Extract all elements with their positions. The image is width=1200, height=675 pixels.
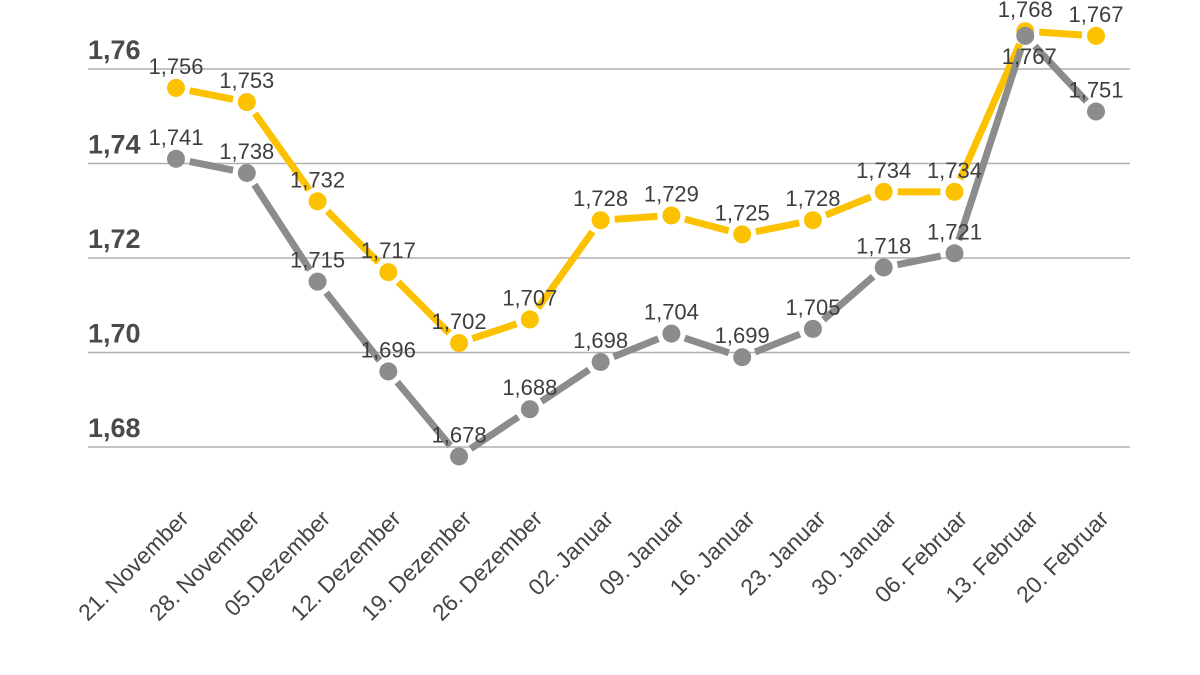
point-label: 1,705 <box>785 295 840 320</box>
series-gray-point <box>520 400 539 419</box>
series-yellow-segment <box>614 212 658 223</box>
point-label: 1,729 <box>644 181 699 206</box>
series-yellow-point <box>733 225 752 244</box>
point-label: 1,688 <box>502 375 557 400</box>
series-gray-point <box>803 319 822 338</box>
series-yellow-segment <box>395 279 452 336</box>
series-yellow-point <box>591 211 610 230</box>
point-label: 1,734 <box>927 158 982 183</box>
y-tick-label: 1,76 <box>88 35 141 65</box>
point-label: 1,753 <box>219 68 274 93</box>
series-yellow-point <box>167 78 185 97</box>
series-yellow-segment <box>535 229 596 311</box>
series-yellow-point <box>308 192 327 211</box>
point-label: 1,732 <box>290 167 345 192</box>
series-yellow-point <box>520 310 539 329</box>
series-yellow-point <box>803 211 822 230</box>
series-yellow-point <box>237 93 256 112</box>
point-label: 1,767 <box>1068 2 1123 27</box>
series-gray-point <box>167 149 185 168</box>
series-gray-segment <box>896 252 942 269</box>
series-gray-point <box>733 348 752 367</box>
series-yellow-point <box>450 334 469 353</box>
series-yellow-segment <box>471 320 518 342</box>
series-gray-segment <box>683 334 730 357</box>
point-label: 1,756 <box>148 54 203 79</box>
series-gray-segment <box>251 182 313 272</box>
series-gray-segment <box>821 273 876 323</box>
point-label: 1,698 <box>573 328 628 353</box>
series-gray-point <box>874 258 893 277</box>
point-label: 1,718 <box>856 233 911 258</box>
point-label: 1,707 <box>502 285 557 310</box>
series-gray-segment <box>394 379 453 448</box>
series-gray-segment <box>612 335 660 360</box>
point-label: 1,717 <box>361 238 416 263</box>
y-tick-label: 1,70 <box>88 319 141 349</box>
series-gray-segment <box>468 414 521 452</box>
series-gray-segment <box>189 158 234 174</box>
y-tick-label: 1,68 <box>88 413 141 443</box>
series-yellow-point <box>379 263 398 282</box>
series-gray-point <box>379 362 398 381</box>
series-yellow-segment <box>956 42 1023 181</box>
series-gray-point <box>945 244 964 263</box>
series-gray-point <box>1016 26 1035 45</box>
point-label: 1,696 <box>361 337 416 362</box>
series-yellow-segment <box>824 193 873 219</box>
series-yellow-segment <box>684 215 730 235</box>
y-tick-label: 1,74 <box>88 130 141 160</box>
point-label: 1,738 <box>219 139 274 164</box>
series-yellow-point <box>874 182 893 201</box>
series-gray-point <box>662 324 681 343</box>
point-label: 1,702 <box>432 309 487 334</box>
series-yellow-segment <box>324 208 381 265</box>
series-yellow-segment <box>755 219 800 236</box>
point-label: 1,728 <box>573 186 628 211</box>
point-label: 1,699 <box>715 323 770 348</box>
series-gray-point <box>308 272 327 291</box>
series-gray-point <box>237 163 256 182</box>
series-gray-point <box>1087 102 1106 121</box>
series-gray-segment <box>539 366 591 405</box>
point-label: 1,704 <box>644 300 699 325</box>
point-label: 1,725 <box>715 200 770 225</box>
point-label: 1,678 <box>432 422 487 447</box>
series-gray-segment <box>955 48 1025 242</box>
point-label: 1,728 <box>785 186 840 211</box>
series-gray-point <box>591 352 610 371</box>
point-label: 1,767 <box>1002 44 1057 69</box>
series-yellow-segment <box>252 111 313 192</box>
y-tick-label: 1,72 <box>88 224 141 254</box>
point-label: 1,715 <box>290 248 345 273</box>
point-label: 1,741 <box>148 125 203 150</box>
point-label: 1,734 <box>856 158 911 183</box>
series-gray-segment <box>753 330 802 356</box>
point-label: 1,751 <box>1068 78 1123 103</box>
series-yellow-point <box>662 206 681 225</box>
series-yellow-point <box>1087 26 1106 45</box>
series-yellow-segment <box>1038 28 1083 39</box>
series-yellow-segment <box>189 87 234 103</box>
point-label: 1,768 <box>998 0 1053 22</box>
series-gray-segment <box>323 290 383 363</box>
point-label: 1,721 <box>927 219 982 244</box>
series-gray-point <box>450 447 469 466</box>
series-yellow-point <box>945 182 964 201</box>
series-gray-segment <box>1032 43 1089 104</box>
